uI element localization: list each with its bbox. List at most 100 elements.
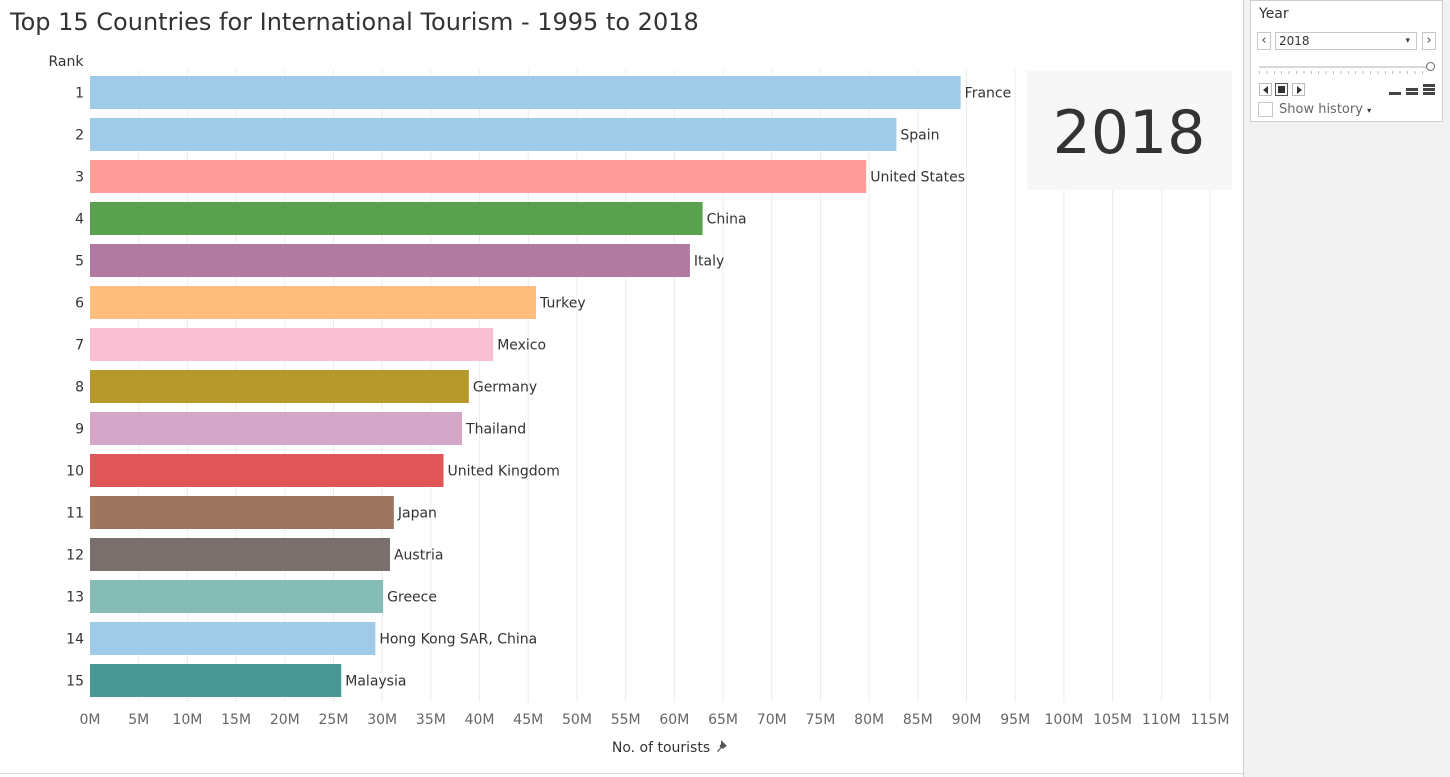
y-axis-title: Rank — [49, 54, 85, 70]
pin-icon[interactable] — [717, 740, 727, 752]
x-tick-label: 95M — [1000, 712, 1030, 728]
chevron-right-icon[interactable]: › — [1422, 32, 1436, 50]
x-tick-label: 90M — [952, 712, 982, 728]
slider-ticks — [1259, 71, 1429, 74]
bar[interactable] — [90, 622, 376, 655]
year-filter-card: Year ‹ 2018 ▾ › Show history ▾ — [1250, 0, 1443, 122]
x-axis-title: No. of tourists — [612, 740, 710, 756]
bar[interactable] — [90, 286, 537, 319]
bar-label: Japan — [397, 506, 437, 522]
bar-row: 2 Spain — [75, 118, 940, 151]
bar[interactable] — [90, 664, 342, 697]
year-dropdown[interactable]: 2018 ▾ — [1275, 32, 1417, 50]
x-tick-label: 60M — [659, 712, 689, 728]
year-badge: 2018 — [1053, 98, 1206, 168]
rank-label: 14 — [66, 632, 84, 648]
bar-row: 4 China — [75, 202, 747, 235]
play-back-icon[interactable] — [1259, 83, 1272, 96]
x-tick-label: 0M — [80, 712, 101, 728]
x-tick-label: 55M — [611, 712, 641, 728]
bar-label: United States — [870, 170, 965, 186]
rank-label: 12 — [66, 548, 84, 564]
x-tick-label: 105M — [1093, 712, 1132, 728]
bar[interactable] — [90, 118, 897, 151]
x-tick-label: 110M — [1142, 712, 1181, 728]
x-tick-label: 20M — [270, 712, 300, 728]
bar-row: 15 Malaysia — [66, 664, 406, 697]
rank-label: 4 — [75, 212, 84, 228]
bar[interactable] — [90, 370, 469, 403]
rank-label: 1 — [75, 86, 84, 102]
show-history-checkbox[interactable] — [1258, 102, 1273, 117]
x-tick-label: 40M — [465, 712, 495, 728]
rank-label: 2 — [75, 128, 84, 144]
bar-label: United Kingdom — [448, 464, 560, 480]
year-slider[interactable] — [1259, 62, 1435, 74]
rank-label: 11 — [66, 506, 84, 522]
bar-label: Thailand — [465, 422, 526, 438]
bar-label: France — [965, 86, 1012, 102]
bar[interactable] — [90, 202, 703, 235]
stop-icon[interactable] — [1275, 83, 1288, 96]
year-filter-label: Year — [1259, 6, 1289, 22]
x-tick-label: 10M — [172, 712, 202, 728]
bar-row: 8 Germany — [75, 370, 537, 403]
x-tick-label: 115M — [1191, 712, 1230, 728]
bar[interactable] — [90, 454, 444, 487]
x-tick-label: 45M — [513, 712, 543, 728]
rank-label: 6 — [75, 296, 84, 312]
bar-row: 6 Turkey — [75, 286, 586, 319]
show-history-toggle[interactable]: Show history ▾ — [1279, 102, 1371, 117]
bar-row: 13 Greece — [66, 580, 437, 613]
bar-row: 14 Hong Kong SAR, China — [66, 622, 537, 655]
chart-title: Top 15 Countries for International Touri… — [10, 8, 699, 36]
chevron-down-icon: ▾ — [1367, 106, 1372, 115]
bar-row: 9 Thailand — [75, 412, 526, 445]
x-tick-label: 25M — [319, 712, 349, 728]
rank-label: 13 — [66, 590, 84, 606]
speed-medium-icon[interactable] — [1405, 83, 1419, 97]
bar-chart: 2018 1 France 2 Spain 3 United States 4 China 5 I… — [48, 54, 1230, 756]
x-tick-label: 100M — [1045, 712, 1084, 728]
bar-label: Spain — [900, 128, 939, 144]
bar[interactable] — [90, 496, 394, 529]
speed-fast-icon[interactable] — [1422, 83, 1436, 97]
bar-row: 5 Italy — [75, 244, 724, 277]
bar-row: 10 United Kingdom — [66, 454, 560, 487]
x-tick-label: 5M — [128, 712, 149, 728]
x-tick-label: 80M — [854, 712, 884, 728]
x-tick-label: 75M — [805, 712, 835, 728]
x-tick-label: 65M — [708, 712, 738, 728]
x-tick-label: 30M — [367, 712, 397, 728]
bar-label: Malaysia — [345, 674, 406, 690]
bar-row: 1 France — [75, 76, 1011, 109]
bar[interactable] — [90, 538, 390, 571]
slider-thumb[interactable] — [1426, 62, 1435, 71]
x-tick-label: 70M — [757, 712, 787, 728]
speed-slow-icon[interactable] — [1388, 83, 1402, 97]
x-tick-label: 35M — [416, 712, 446, 728]
bar[interactable] — [90, 580, 384, 613]
bar-label: Greece — [387, 590, 437, 606]
rank-label: 9 — [75, 422, 84, 438]
bar-row: 7 Mexico — [75, 328, 546, 361]
bar[interactable] — [90, 412, 463, 445]
bar[interactable] — [90, 76, 961, 109]
chevron-down-icon: ▾ — [1405, 36, 1410, 46]
chevron-left-icon[interactable]: ‹ — [1257, 32, 1271, 50]
play-forward-icon[interactable] — [1292, 83, 1305, 96]
bar-label: Germany — [473, 380, 537, 396]
show-history-label: Show history — [1279, 102, 1363, 117]
bar[interactable] — [90, 244, 690, 277]
bar-row: 12 Austria — [66, 538, 443, 571]
rank-label: 5 — [75, 254, 84, 270]
bar-row: 3 United States — [75, 160, 965, 193]
rank-label: 8 — [75, 380, 84, 396]
x-tick-label: 50M — [562, 712, 592, 728]
bar[interactable] — [90, 328, 494, 361]
bar-label: China — [707, 212, 747, 228]
bar[interactable] — [90, 160, 867, 193]
slider-track — [1259, 66, 1429, 68]
rank-label: 15 — [66, 674, 84, 690]
filter-panel — [1243, 0, 1450, 777]
